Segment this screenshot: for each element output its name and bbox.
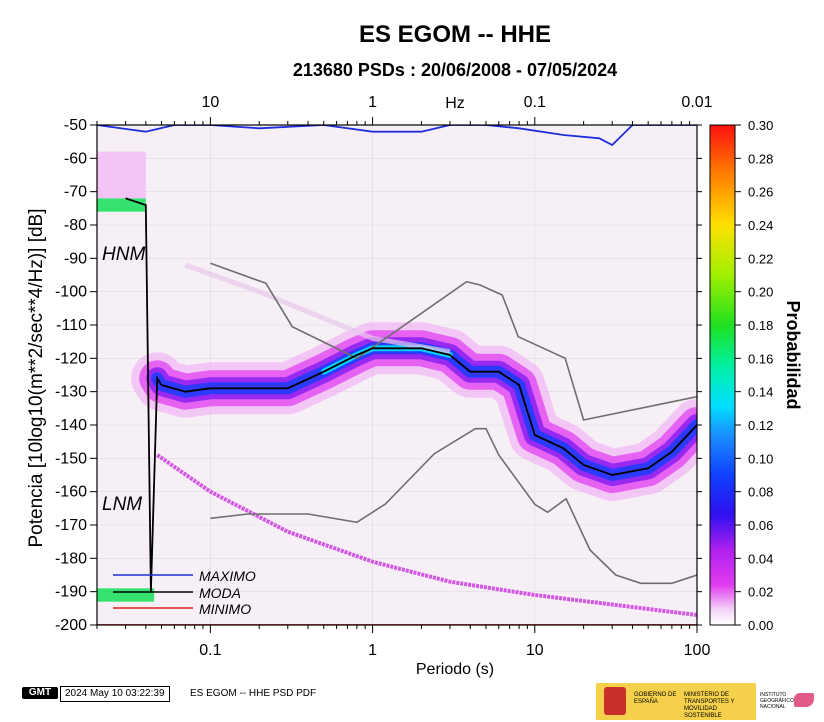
y-tick-label: -120 xyxy=(55,350,87,367)
colorbar-tick-label: 0.04 xyxy=(748,551,773,566)
top-tick-label: 0.01 xyxy=(681,94,712,111)
x-axis: 0.1 1 10 100 xyxy=(96,117,711,659)
institution-logos: GOBIERNO DE ESPAÑA MINISTERIO DE TRANSPO… xyxy=(596,683,824,720)
footer-label: ES EGOM -- HHE PSD PDF xyxy=(190,688,317,699)
colorbar-tick-label: 0.08 xyxy=(748,485,773,500)
y-tick-label: -180 xyxy=(55,550,87,567)
cluster-low xyxy=(97,588,155,602)
artifact-trail xyxy=(156,453,697,617)
colorbar-tick-label: 0.02 xyxy=(748,585,773,600)
colorbar-tick-label: 0.16 xyxy=(748,351,773,366)
top-tick-label: 1 xyxy=(368,94,377,111)
cluster-high xyxy=(97,198,146,212)
legend-label-minimo: MINIMO xyxy=(199,601,251,617)
colorbar-tick-label: 0.06 xyxy=(748,518,773,533)
y-tick-label: -70 xyxy=(64,184,87,201)
legend-label-moda: MODA xyxy=(199,585,241,601)
colorbar-ticks: 0.00 0.02 0.04 0.06 0.08 0.10 0.12 0.14 0.16 0.18… xyxy=(735,118,773,633)
colorbar-tick-label: 0.22 xyxy=(748,251,773,266)
colorbar-tick-label: 0.24 xyxy=(748,218,773,233)
colorbar-tick-label: 0.00 xyxy=(748,618,773,633)
colorbar-label: Probabilidad xyxy=(783,300,803,409)
colorbar-tick-label: 0.28 xyxy=(748,151,773,166)
model-hnm xyxy=(210,262,697,421)
colorbar-tick-label: 0.26 xyxy=(748,185,773,200)
lnm-label: LNM xyxy=(102,494,142,515)
ign-logo: INSTITUTO GEOGRÁFICO NACIONAL xyxy=(756,683,824,720)
y-axis: -50 -60 -70 -80 -90 -100 -110 -120 -130 -140 -150 -… xyxy=(55,117,702,634)
y-tick-label: -80 xyxy=(64,217,87,234)
model-lnm xyxy=(210,427,697,585)
legend-label-maximo: MAXIMO xyxy=(199,568,256,584)
y-tick-label: -90 xyxy=(64,250,87,267)
top-axis-label: Hz xyxy=(445,95,465,112)
colorbar xyxy=(709,124,736,626)
statistic-lines xyxy=(97,125,697,625)
cluster-high-halo xyxy=(97,151,146,199)
chart-subtitle: 213680 PSDs : 20/06/2008 - 07/05/2024 xyxy=(293,60,617,80)
gobierno-text: GOBIERNO DE ESPAÑA xyxy=(634,692,677,705)
colorbar-tick-label: 0.20 xyxy=(748,285,773,300)
colorbar-tick-label: 0.12 xyxy=(748,418,773,433)
y-tick-label: -200 xyxy=(55,617,87,634)
psd-chart: ES EGOM -- HHE 213680 PSDs : 20/06/2008 … xyxy=(26,21,803,678)
top-axis: 10 1 0.1 0.01 xyxy=(201,94,712,111)
y-tick-label: -190 xyxy=(55,584,87,601)
legend: MAXIMO MODA MINIMO xyxy=(113,568,256,617)
y-tick-label: -140 xyxy=(55,417,87,434)
y-tick-label: -50 xyxy=(64,117,87,134)
y-tick-label: -170 xyxy=(55,517,87,534)
timestamp: 2024 May 10 03:22:39 xyxy=(60,686,170,702)
y-tick-label: -100 xyxy=(55,284,87,301)
y-tick-label: -110 xyxy=(56,317,87,334)
noise-models xyxy=(210,262,697,585)
ign-mark-icon xyxy=(794,693,814,707)
y-tick-label: -150 xyxy=(55,450,87,467)
y-axis-label: Potencia [10log10(m**2/sec**4/Hz)] [dB] xyxy=(26,208,47,547)
ministerio-text: MINISTERIO DE TRANSPORTES Y MOVILIDAD SO… xyxy=(684,692,735,719)
x-tick-label: 0.1 xyxy=(199,642,221,659)
x-axis-label: Periodo (s) xyxy=(416,661,494,678)
faint-band xyxy=(184,262,451,355)
colorbar-tick-label: 0.14 xyxy=(748,385,773,400)
y-tick-label: -130 xyxy=(55,384,87,401)
x-tick-label: 1 xyxy=(368,642,377,659)
y-tick-label: -160 xyxy=(55,484,87,501)
series-moda xyxy=(125,197,697,592)
series-maximo xyxy=(97,125,697,147)
top-tick-label: 0.1 xyxy=(524,94,546,111)
plot-frame xyxy=(96,124,698,626)
colorbar-tick-label: 0.18 xyxy=(748,318,773,333)
gobierno-logo: GOBIERNO DE ESPAÑA MINISTERIO DE TRANSPO… xyxy=(596,683,756,720)
instituto-text: INSTITUTO GEOGRÁFICO NACIONAL xyxy=(760,692,794,710)
chart-title: ES EGOM -- HHE xyxy=(359,21,551,48)
hnm-label: HNM xyxy=(102,244,145,265)
x-tick-label: 100 xyxy=(684,642,711,659)
gmt-logo: GMT xyxy=(22,687,58,699)
x-tick-label: 10 xyxy=(526,642,544,659)
y-tick-label: -60 xyxy=(64,150,87,167)
coat-of-arms-icon xyxy=(604,687,626,715)
colorbar-tick-label: 0.10 xyxy=(748,451,773,466)
top-tick-label: 10 xyxy=(201,94,219,111)
colorbar-tick-label: 0.30 xyxy=(748,118,773,133)
